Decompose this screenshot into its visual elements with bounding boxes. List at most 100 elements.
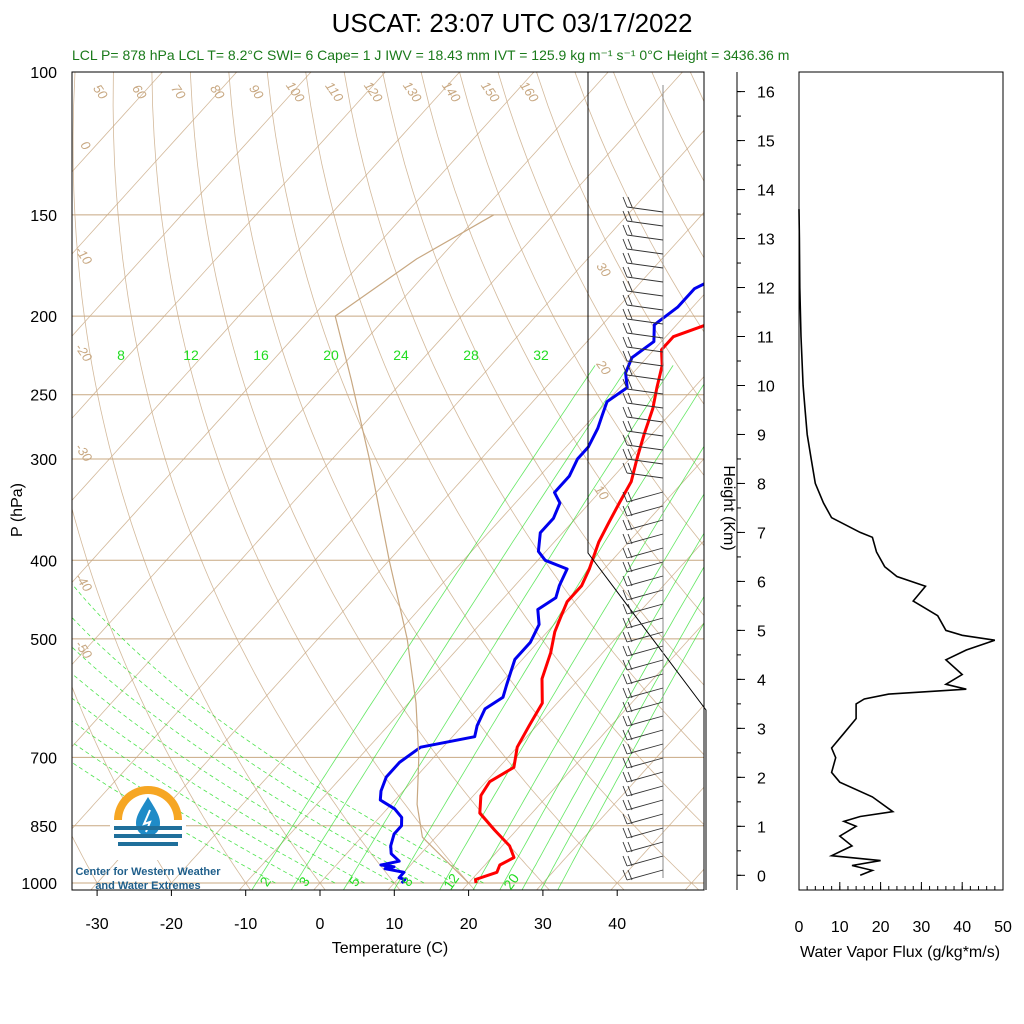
isotherm-line xyxy=(72,72,609,666)
isotherm-line xyxy=(72,72,460,501)
wind-barb-flag xyxy=(627,617,633,629)
wind-barb xyxy=(626,491,664,503)
wind-barb xyxy=(626,715,664,727)
wind-barb-flag xyxy=(622,224,628,236)
mixing-ratio-line xyxy=(499,532,704,890)
cw3e-logo: Center for Western Weather and Water Ext… xyxy=(75,786,221,892)
mixing-ratio-line xyxy=(251,365,596,890)
wind-barb xyxy=(626,575,664,587)
height-tick-label: 14 xyxy=(757,183,775,200)
dry-adiabat-line xyxy=(844,72,1024,890)
wind-barb xyxy=(626,603,664,615)
mixing-ratio-label: 28 xyxy=(463,347,479,363)
mixing-ratio-label: 20 xyxy=(500,870,522,892)
wind-barb-flag xyxy=(627,210,633,222)
dry-adiabat-line xyxy=(613,72,704,259)
parcel-line xyxy=(334,214,495,884)
wind-barb-flag xyxy=(622,757,628,769)
wind-barb xyxy=(626,346,664,353)
x-tick-label: 10 xyxy=(385,916,403,933)
wind-barb-flag xyxy=(622,785,628,797)
wind-barb-flag xyxy=(627,575,633,587)
p-tick-label: 150 xyxy=(30,208,57,225)
wind-barb-flag xyxy=(622,869,628,881)
moist-adiabat-line xyxy=(72,741,306,884)
x-tick-label: -10 xyxy=(234,916,257,933)
height-tick-label: 11 xyxy=(757,330,774,347)
dry-adiabat-label: 120 xyxy=(361,79,386,106)
wind-barb-flag xyxy=(627,855,633,867)
wind-barb-flag xyxy=(627,743,633,755)
wind-barb-flag xyxy=(622,378,628,390)
mixing-ratio-label: 8 xyxy=(398,873,416,889)
wind-barb xyxy=(626,444,664,451)
wind-barb xyxy=(626,374,664,381)
wind-barb-flag xyxy=(622,252,628,264)
height-tick-label: 3 xyxy=(757,721,766,738)
mixing-ratio-label: 2 xyxy=(256,873,274,889)
wind-barb-flag xyxy=(627,771,633,783)
dry-adiabat-line xyxy=(806,72,1024,890)
p-tick-label: 1000 xyxy=(21,876,57,893)
wind-barb-flag xyxy=(622,603,628,615)
mixing-ratio-line xyxy=(472,493,704,890)
height-tick-label: 10 xyxy=(757,378,775,395)
wind-barb xyxy=(626,785,664,797)
wind-barb-flag xyxy=(627,687,633,699)
height-axis-label: Height (Km) xyxy=(720,465,737,550)
temperature-line xyxy=(474,324,704,884)
wind-barb-flag xyxy=(627,336,633,348)
wind-barb-flag xyxy=(622,364,628,376)
wind-barb xyxy=(626,799,664,811)
dry-adiabat-line xyxy=(420,72,704,617)
wind-barb xyxy=(626,701,664,713)
wind-barb-flag xyxy=(627,505,633,517)
wind-barb-flag xyxy=(627,799,633,811)
wind-barb xyxy=(626,388,664,395)
dry-adiabat-label: 90 xyxy=(246,81,267,102)
isotherm-label: 0 xyxy=(77,138,94,153)
height-tick-label: 6 xyxy=(757,574,766,591)
wind-barb-flag xyxy=(622,715,628,727)
dry-adiabat-label: 160 xyxy=(517,79,542,106)
wind-barb xyxy=(626,617,664,629)
isotherm-line xyxy=(164,293,704,890)
wind-barb xyxy=(626,332,664,339)
wind-barb-flag xyxy=(622,813,628,825)
wind-barb-flag xyxy=(627,659,633,671)
wind-barb-flag xyxy=(627,631,633,643)
wind-barb-flag xyxy=(622,238,628,250)
wind-barb xyxy=(626,416,664,423)
flux-tick-label: 40 xyxy=(953,919,971,936)
wind-barb-flag xyxy=(622,771,628,783)
wind-barb-flag xyxy=(627,252,633,264)
wind-barb-flag xyxy=(622,799,628,811)
wind-barb-flag xyxy=(627,645,633,657)
wind-barb-flag xyxy=(622,336,628,348)
wind-barb-flag xyxy=(622,294,628,306)
dry-adiabat-line xyxy=(112,72,401,890)
height-tick-label: 4 xyxy=(757,672,766,689)
wind-barb xyxy=(626,561,664,573)
wind-barb-flag xyxy=(622,434,628,446)
dry-adiabat-label: 60 xyxy=(129,81,150,102)
wind-barb xyxy=(626,869,664,881)
moist-adiabat-line xyxy=(72,583,484,884)
wind-barb-flag xyxy=(622,491,628,503)
flux-tick-label: 30 xyxy=(913,919,931,936)
wind-barb xyxy=(626,827,664,839)
isotherm-label: -20 xyxy=(72,340,96,365)
wind-barb xyxy=(626,430,664,437)
wind-barb-flag xyxy=(627,322,633,334)
mixing-ratio-line xyxy=(439,445,704,890)
dry-adiabat-label: 50 xyxy=(90,81,111,102)
height-tick-label: 7 xyxy=(757,525,766,542)
wind-barb-flag xyxy=(627,701,633,713)
dry-adiabat-line xyxy=(536,72,704,405)
flux-x-axis-label: Water Vapor Flux (g/kg*m/s) xyxy=(800,944,1000,961)
wind-barb xyxy=(626,519,664,531)
dry-adiabat-line xyxy=(266,72,700,890)
moist-adiabat-line xyxy=(72,762,276,884)
wind-barb-flag xyxy=(627,785,633,797)
isotherm-line xyxy=(387,540,704,890)
